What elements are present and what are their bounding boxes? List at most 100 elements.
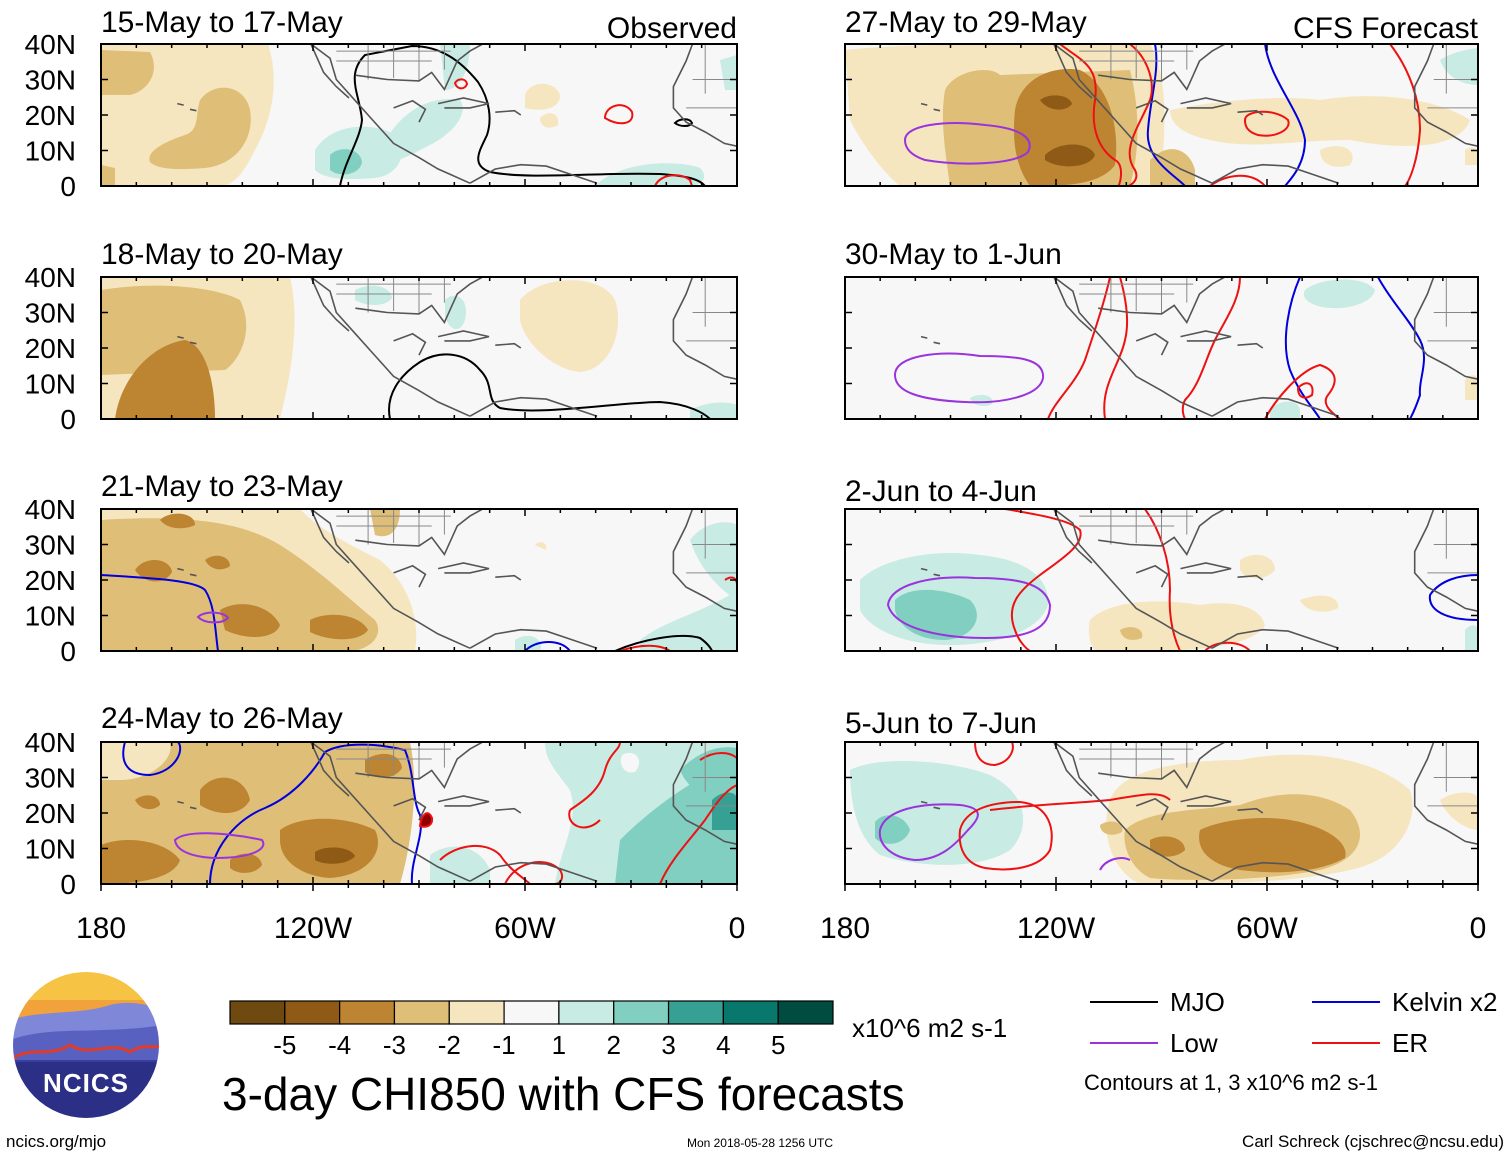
coast-segment xyxy=(1135,99,1169,123)
lat-label: 10N xyxy=(25,601,76,632)
coast-segment xyxy=(177,567,184,571)
coast-segment xyxy=(933,108,941,112)
lat-label: 10N xyxy=(25,834,76,865)
lat-label: 20N xyxy=(25,565,76,596)
coast-segment xyxy=(1211,396,1339,417)
coast-segment xyxy=(177,102,184,106)
colorbar-tick-label: -3 xyxy=(383,1030,406,1060)
coast-segment xyxy=(672,44,737,147)
panel-title: 15-May to 17-May xyxy=(101,6,343,39)
coast-segment xyxy=(920,335,928,339)
colorbar-tick-label: 4 xyxy=(716,1030,730,1060)
coastlines xyxy=(177,509,737,649)
logo-text: NCICS xyxy=(43,1068,129,1098)
coast-segment xyxy=(437,330,490,342)
lat-label: 30N xyxy=(25,763,76,794)
anomaly-fill xyxy=(845,44,1478,186)
lon-labels: 180 120W 60W 0 180 120W 60W 0 xyxy=(76,912,1486,945)
colorbar-swatch xyxy=(393,1000,450,1025)
lat-label: 20N xyxy=(25,100,76,131)
coast-segment xyxy=(1180,795,1232,807)
coast-segment xyxy=(437,562,490,574)
footer-timestamp: Mon 2018-05-28 1256 UTC xyxy=(687,1136,833,1150)
map-panel-forecast-3 xyxy=(845,509,1478,651)
coast-segment xyxy=(469,163,598,184)
coast-segment xyxy=(469,628,598,649)
coast-segment xyxy=(672,509,737,612)
coast-segment xyxy=(355,277,483,324)
coast-segment xyxy=(189,341,197,345)
coast-segment xyxy=(1211,861,1339,882)
panel-title: 30-May to 1-Jun xyxy=(845,238,1062,271)
coast-segment xyxy=(393,99,427,123)
lat-label: 0 xyxy=(60,869,76,900)
coast-segment xyxy=(310,277,471,417)
contours xyxy=(878,742,1171,871)
coast-segment xyxy=(495,109,522,116)
coast-segment xyxy=(1237,109,1264,116)
coast-segment xyxy=(672,742,737,845)
lat-label: 40N xyxy=(25,494,76,525)
forecast-tag: CFS Forecast xyxy=(1293,12,1479,45)
legend-label: ER xyxy=(1392,1028,1428,1058)
coast-segment xyxy=(310,44,350,99)
coast-segment xyxy=(1098,277,1226,324)
contours xyxy=(339,44,706,186)
coast-segment xyxy=(177,335,184,339)
colorbar-tick-label: -5 xyxy=(273,1030,296,1060)
coast-segment xyxy=(495,342,522,349)
coast-segment xyxy=(437,795,490,807)
coast-segment xyxy=(1053,742,1213,882)
coast-segment xyxy=(310,44,471,184)
footer-author: Carl Schreck (cjschrec@ncsu.edu) xyxy=(1242,1132,1504,1151)
coast-segment xyxy=(1098,509,1226,556)
coastlines xyxy=(920,509,1478,649)
anomaly-fill xyxy=(101,509,737,651)
figure-title: 3-day CHI850 with CFS forecasts xyxy=(222,1068,905,1120)
contours xyxy=(388,353,711,419)
colorbar: -5 -4 -3 -2 -1 1 2 3 4 5 xyxy=(229,1000,834,1060)
coast-segment xyxy=(1053,509,1213,649)
colorbar-swatch xyxy=(284,1000,341,1025)
lat-label: 30N xyxy=(25,65,76,96)
colorbar-tick-label: -4 xyxy=(328,1030,351,1060)
colorbar-swatch xyxy=(448,1000,505,1025)
map-panel-forecast-4 xyxy=(845,742,1478,884)
lon-label: 0 xyxy=(1470,912,1487,945)
coast-segment xyxy=(1053,44,1093,99)
anomaly-fill xyxy=(860,552,1478,651)
coast-segment xyxy=(1413,742,1478,845)
colorbar-tick-label: 5 xyxy=(771,1030,785,1060)
coast-segment xyxy=(310,509,350,564)
legend-label: MJO xyxy=(1170,987,1225,1017)
coast-segment xyxy=(393,797,427,821)
lat-label: 0 xyxy=(60,636,76,667)
lon-label: 60W xyxy=(494,912,556,945)
coast-segment xyxy=(393,332,427,356)
coast-segment xyxy=(1053,277,1093,332)
lon-label: 120W xyxy=(274,912,353,945)
coast-segment xyxy=(1413,509,1478,612)
panel-title: 2-Jun to 4-Jun xyxy=(845,475,1037,508)
anomaly-fill xyxy=(850,754,1478,884)
coast-segment xyxy=(310,742,471,882)
coast-segment xyxy=(1180,330,1232,342)
coastlines xyxy=(177,277,737,417)
contours xyxy=(101,574,737,651)
coast-segment xyxy=(189,806,197,810)
coast-segment xyxy=(437,97,490,109)
coast-segment xyxy=(189,573,197,577)
ncics-logo[interactable]: NCICS xyxy=(10,970,162,1122)
legend-label: Kelvin x2 xyxy=(1392,987,1498,1017)
panel-titles: 15-May to 17-May 18-May to 20-May 21-May… xyxy=(101,6,1479,740)
map-panel-observed-2 xyxy=(101,277,737,419)
lat-label: 40N xyxy=(25,727,76,758)
coast-segment xyxy=(469,396,598,417)
lon-label: 180 xyxy=(820,912,870,945)
footer-url[interactable]: ncics.org/mjo xyxy=(6,1132,106,1151)
colorbar-swatch xyxy=(503,1000,560,1025)
coast-segment xyxy=(1211,628,1339,649)
lon-label: 120W xyxy=(1017,912,1096,945)
coastlines xyxy=(177,44,737,184)
anomaly-fill xyxy=(101,277,737,419)
